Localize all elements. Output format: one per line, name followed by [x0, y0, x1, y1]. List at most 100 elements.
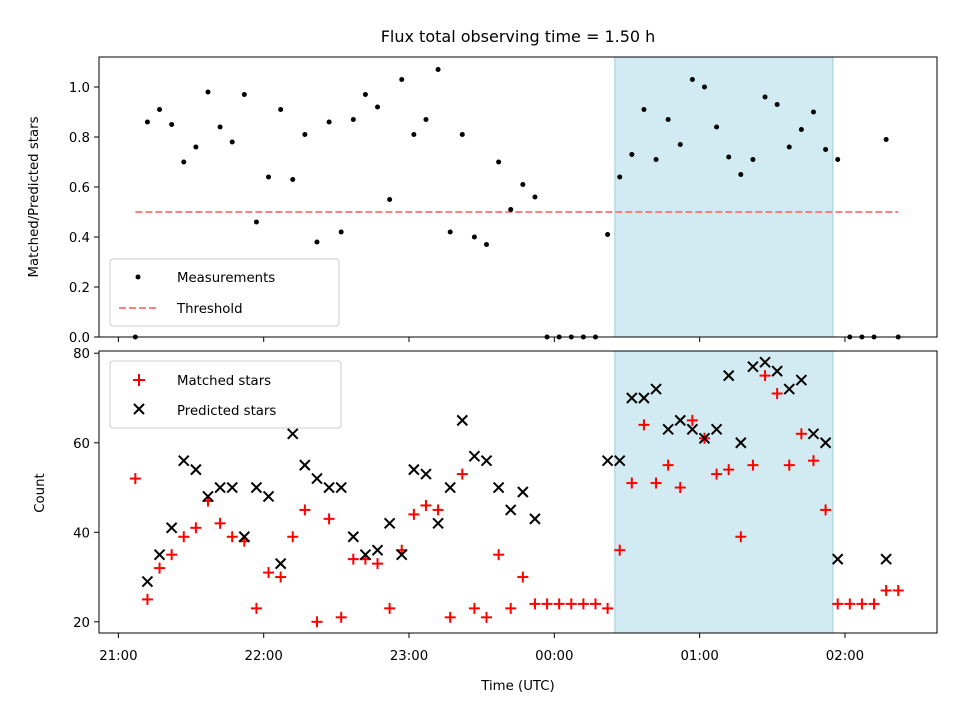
matched-stars-point — [795, 428, 807, 440]
measurement-point — [629, 152, 635, 157]
measurement-point — [350, 117, 356, 122]
bottom-legend-box — [109, 360, 342, 429]
measurement-point — [810, 109, 816, 115]
predicted-stars-point — [274, 557, 287, 570]
predicted-stars-point — [359, 548, 372, 561]
matched-stars-point — [735, 531, 747, 543]
bottom-plot-frame — [98, 350, 938, 634]
measurement-point — [484, 242, 490, 247]
predicted-stars-stroke — [287, 428, 299, 440]
measurement-point — [181, 159, 187, 165]
predicted-stars-stroke — [311, 472, 323, 485]
predicted-stars-point — [686, 423, 699, 436]
predicted-stars-point — [335, 481, 347, 494]
predicted-stars-stroke — [153, 548, 166, 561]
y-tick-label: 0.0 — [69, 331, 90, 346]
measurement-point — [266, 174, 272, 180]
top-y-ticks: 0.0 0.2 0.4 0.6 0.8 1.0 — [69, 81, 99, 346]
matched-stars-point — [299, 504, 311, 516]
measurement-point — [496, 159, 502, 165]
matched-stars-point — [590, 598, 602, 610]
matched-stars-point — [347, 553, 359, 565]
y-tick-label: 60 — [73, 437, 90, 452]
measurement-point — [278, 107, 284, 112]
measurement-point — [883, 137, 889, 142]
predicted-stars-point — [480, 454, 493, 467]
predicted-stars-point — [723, 369, 735, 382]
matched-stars-point — [686, 414, 698, 426]
predicted-stars-point — [444, 481, 456, 494]
measurement-point — [762, 94, 768, 100]
measurement-point — [169, 122, 175, 127]
x-tick-label: 22:00 — [245, 649, 283, 664]
predicted-stars-stroke — [735, 437, 747, 449]
matched-stars-point — [468, 602, 480, 614]
measurement-point — [701, 84, 707, 90]
predicted-stars-stroke — [807, 428, 820, 440]
matched-stars-point — [747, 459, 759, 471]
predicted-stars-point — [383, 517, 396, 530]
predicted-stars-stroke — [747, 360, 759, 373]
predicted-stars-stroke — [480, 454, 493, 467]
predicted-stars-point — [287, 428, 299, 440]
matched-stars-point — [323, 513, 335, 525]
matched-stars-point — [614, 544, 626, 556]
top-marks — [132, 67, 901, 340]
matched-stars-point — [674, 482, 686, 494]
predicted-stars-stroke — [396, 548, 408, 561]
measurement-point — [229, 139, 235, 145]
predicted-stars-stroke — [178, 454, 190, 467]
matched-stars-point — [553, 598, 565, 610]
predicted-stars-stroke — [650, 383, 662, 395]
predicted-stars-point — [250, 481, 263, 494]
predicted-stars-stroke — [432, 517, 444, 530]
measurement-point — [399, 77, 405, 82]
y-tick-label: 20 — [73, 616, 90, 631]
predicted-stars-point — [880, 553, 892, 565]
matched-stars-point — [783, 459, 795, 471]
matched-stars-point — [759, 370, 771, 382]
matched-stars-point — [711, 468, 723, 480]
predicted-stars-point — [492, 481, 505, 494]
measurement-point — [508, 207, 514, 212]
measurement-point — [471, 234, 477, 240]
predicted-stars-point — [747, 360, 759, 373]
matched-stars-point — [565, 598, 577, 610]
predicted-stars-point — [601, 454, 614, 467]
y-tick-label: 1.0 — [69, 81, 90, 96]
measurement-point — [520, 182, 526, 187]
predicted-stars-stroke — [190, 463, 202, 476]
matched-stars-point — [505, 602, 517, 614]
predicted-stars-stroke — [323, 481, 335, 494]
measurement-point — [290, 177, 296, 182]
predicted-stars-point — [783, 383, 795, 395]
predicted-stars-point — [735, 437, 747, 449]
matched-stars-point — [372, 558, 384, 570]
predicted-stars-stroke — [165, 522, 178, 534]
y-tick-label: 0.8 — [69, 131, 90, 146]
measurement-point — [217, 124, 223, 130]
predicted-stars-point — [456, 414, 469, 427]
predicted-stars-point — [420, 468, 432, 480]
legend-predicted-marker — [133, 403, 145, 415]
measurement-point — [157, 107, 163, 112]
predicted-stars-stroke — [214, 481, 226, 494]
predicted-stars-point — [614, 454, 626, 467]
predicted-stars-point — [408, 463, 420, 476]
matched-stars-point — [807, 455, 819, 467]
predicted-stars-point — [662, 423, 674, 436]
matched-stars-point — [541, 598, 553, 610]
measurement-point — [338, 229, 344, 235]
measurement-point — [689, 77, 695, 82]
measurement-point — [241, 92, 247, 97]
bottom-shaded-interval — [614, 350, 834, 634]
predicted-stars-point — [626, 392, 638, 404]
matched-stars-point — [432, 504, 444, 516]
measurement-point — [326, 119, 332, 125]
predicted-stars-stroke — [831, 553, 844, 565]
predicted-stars-point — [505, 504, 517, 516]
predicted-stars-stroke — [771, 365, 783, 377]
predicted-stars-point — [226, 481, 238, 494]
matched-stars-point — [420, 499, 432, 511]
